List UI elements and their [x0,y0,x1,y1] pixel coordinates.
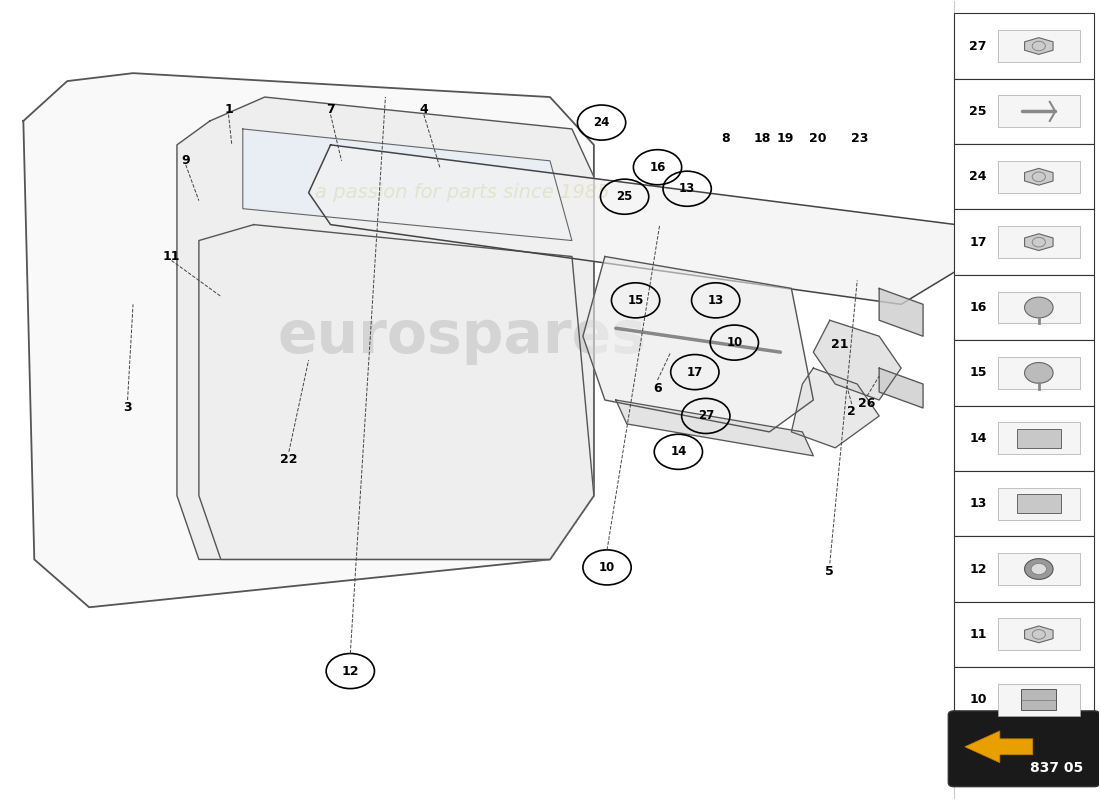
Text: 24: 24 [593,116,609,129]
Text: 837 05: 837 05 [1031,762,1084,775]
Text: 17: 17 [686,366,703,378]
Polygon shape [813,320,901,400]
Text: 14: 14 [670,446,686,458]
Text: 16: 16 [649,161,666,174]
Text: 15: 15 [627,294,644,307]
Text: 10: 10 [969,694,987,706]
Text: 15: 15 [969,366,987,379]
Polygon shape [1024,38,1053,54]
Polygon shape [583,257,813,432]
FancyBboxPatch shape [954,210,1094,275]
Text: 10: 10 [598,561,615,574]
Polygon shape [243,129,572,241]
Text: 4: 4 [419,102,428,115]
Text: 8: 8 [722,132,730,145]
FancyBboxPatch shape [954,14,1094,78]
Text: 23: 23 [850,132,868,145]
Text: 11: 11 [969,628,987,641]
Text: 5: 5 [825,565,834,578]
Polygon shape [879,288,923,336]
Text: 21: 21 [830,338,848,350]
Polygon shape [23,73,594,607]
FancyBboxPatch shape [998,30,1080,62]
Polygon shape [879,368,923,408]
Text: 9: 9 [182,154,190,167]
FancyBboxPatch shape [1016,429,1060,448]
Polygon shape [1024,234,1053,250]
Text: 27: 27 [697,410,714,422]
Circle shape [1024,362,1053,383]
Polygon shape [791,368,879,448]
FancyBboxPatch shape [998,422,1080,454]
FancyBboxPatch shape [998,618,1080,650]
Text: 16: 16 [969,301,987,314]
Text: 12: 12 [969,562,987,575]
Text: 3: 3 [123,402,132,414]
Text: 13: 13 [969,497,987,510]
Polygon shape [965,731,1033,762]
Text: 13: 13 [707,294,724,307]
Text: 17: 17 [969,236,987,249]
FancyBboxPatch shape [954,275,1094,340]
FancyBboxPatch shape [998,488,1080,519]
Text: eurospares: eurospares [277,308,647,365]
FancyBboxPatch shape [948,711,1100,786]
Polygon shape [177,97,594,559]
Polygon shape [309,145,967,304]
Circle shape [1024,558,1053,579]
FancyBboxPatch shape [954,667,1094,733]
Text: 11: 11 [163,250,180,263]
Text: 20: 20 [808,132,826,145]
Text: 22: 22 [280,454,298,466]
Text: 13: 13 [679,182,695,195]
Text: 6: 6 [653,382,662,394]
FancyBboxPatch shape [1021,690,1056,710]
Circle shape [1031,563,1046,574]
Circle shape [1024,297,1053,318]
FancyBboxPatch shape [998,553,1080,585]
Text: 7: 7 [327,102,334,115]
FancyBboxPatch shape [954,602,1094,667]
FancyBboxPatch shape [954,78,1094,144]
Text: a passion for parts since 1985: a passion for parts since 1985 [315,183,609,202]
FancyBboxPatch shape [998,226,1080,258]
Text: 19: 19 [777,132,793,145]
Text: 25: 25 [616,190,632,203]
Text: 10: 10 [726,336,742,349]
FancyBboxPatch shape [954,406,1094,471]
Text: 2: 2 [847,406,856,418]
Text: 14: 14 [969,432,987,445]
Text: 26: 26 [858,398,876,410]
Text: 24: 24 [969,170,987,183]
FancyBboxPatch shape [954,144,1094,210]
Text: 18: 18 [754,132,770,145]
FancyBboxPatch shape [998,357,1080,389]
Text: 25: 25 [969,105,987,118]
Text: 27: 27 [969,39,987,53]
FancyBboxPatch shape [998,161,1080,193]
FancyBboxPatch shape [954,471,1094,536]
Polygon shape [616,400,813,456]
Polygon shape [199,225,594,559]
FancyBboxPatch shape [954,536,1094,602]
FancyBboxPatch shape [1016,494,1060,514]
Text: 12: 12 [342,665,359,678]
Text: 1: 1 [224,102,233,115]
FancyBboxPatch shape [998,684,1080,716]
FancyBboxPatch shape [998,95,1080,127]
Polygon shape [1024,626,1053,642]
Polygon shape [1024,169,1053,185]
FancyBboxPatch shape [954,340,1094,406]
FancyBboxPatch shape [998,291,1080,323]
